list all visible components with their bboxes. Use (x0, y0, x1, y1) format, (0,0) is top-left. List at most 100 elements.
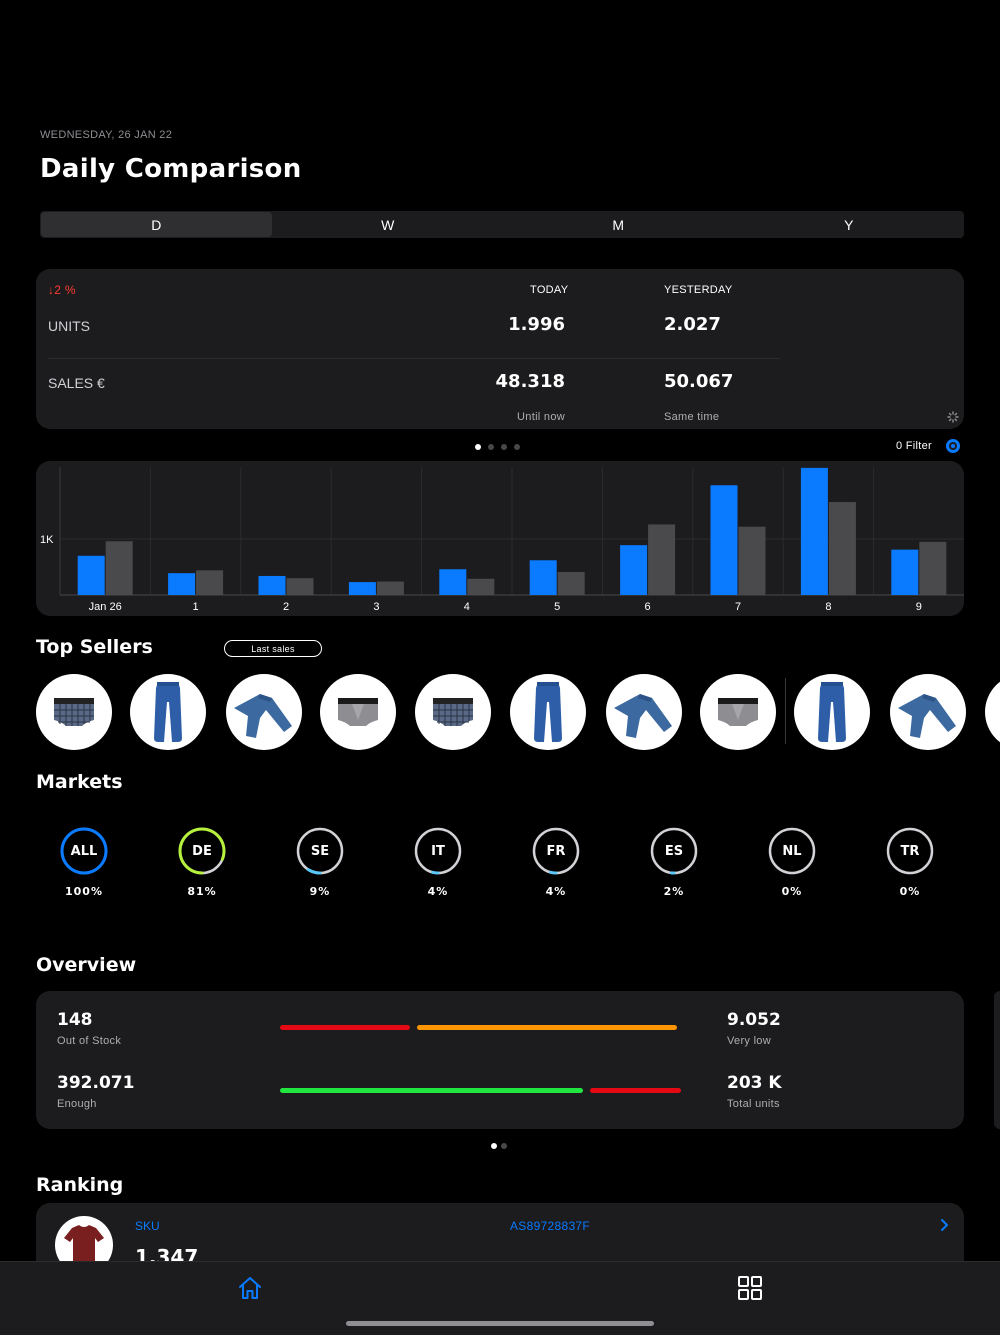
bar-today[interactable] (258, 575, 286, 595)
x-tick-label: 6 (645, 601, 651, 613)
jeans-product-image[interactable] (226, 674, 302, 750)
summary-card[interactable]: ↓2 % TODAY YESTERDAY UNITS 1.996 2.027 S… (36, 269, 964, 429)
market-se[interactable]: SE 9% (270, 827, 370, 898)
period-segmented-control: D W M Y (40, 211, 964, 238)
page-title: Daily Comparison (40, 154, 302, 184)
market-ring: FR (532, 827, 580, 875)
jeans-product-image[interactable] (890, 674, 966, 750)
jeans-product-image[interactable] (606, 674, 682, 750)
jogger-product-image[interactable] (510, 674, 586, 750)
date-label: WEDNESDAY, 26 JAN 22 (40, 129, 173, 141)
x-tick-label: 8 (825, 601, 831, 613)
grid-icon[interactable] (737, 1275, 763, 1301)
sales-yesterday: 50.067 (664, 371, 734, 392)
page-dot (475, 444, 481, 450)
summary-divider (48, 358, 780, 359)
bar-today[interactable] (891, 549, 919, 595)
bar-today[interactable] (529, 560, 557, 595)
tab-year[interactable]: Y (844, 216, 854, 233)
bar-yesterday[interactable] (467, 578, 495, 595)
bar-yesterday[interactable] (105, 541, 133, 595)
total-units-value: 203 K (727, 1073, 782, 1093)
sales-today: 48.318 (495, 371, 565, 392)
home-icon[interactable] (237, 1275, 263, 1301)
market-fr[interactable]: FR 4% (506, 827, 606, 898)
markets-list: ALL 100% DE 81% SE 9% IT 4% FR 4% ES 2% NL 0% TR 0% (0, 827, 1000, 907)
yesterday-header: YESTERDAY (664, 284, 733, 296)
market-share: 2% (663, 885, 685, 898)
market-ring: DE (178, 827, 226, 875)
x-tick-label: 5 (554, 601, 560, 613)
market-code: ALL (70, 843, 98, 859)
market-code: DE (192, 843, 212, 859)
jogger-product-image[interactable] (794, 674, 870, 750)
boxer-grey-product-image[interactable] (320, 674, 396, 750)
filter-label[interactable]: 0 Filter (896, 440, 933, 452)
boxer-grey-product-image[interactable] (985, 674, 1000, 750)
bar-yesterday[interactable] (557, 572, 585, 595)
market-all[interactable]: ALL 100% (34, 827, 134, 898)
market-es[interactable]: ES 2% (624, 827, 724, 898)
page-dot (514, 444, 520, 450)
bar-today[interactable] (348, 582, 376, 595)
market-code: FR (546, 843, 566, 859)
bar-today[interactable] (620, 545, 648, 595)
units-today: 1.996 (508, 314, 565, 335)
overview-page-indicator[interactable] (491, 1143, 507, 1149)
market-share: 81% (187, 885, 217, 898)
x-tick-label: Jan 26 (89, 601, 122, 613)
bar-yesterday[interactable] (738, 526, 766, 595)
bar-today[interactable] (439, 569, 467, 595)
boxer-grey-product-image[interactable] (700, 674, 776, 750)
page-dot (488, 444, 494, 450)
bar-today[interactable] (77, 555, 105, 595)
tab-week[interactable]: W (381, 216, 395, 233)
summary-page-indicator[interactable] (475, 444, 520, 450)
market-it[interactable]: IT 4% (388, 827, 488, 898)
next-overview-card-peek (994, 991, 1000, 1129)
filter-toggle-icon[interactable] (946, 439, 960, 453)
sku-value: AS89728837F (510, 1219, 591, 1233)
top-sellers-carousel[interactable] (0, 674, 1000, 752)
boxer-product-image[interactable] (415, 674, 491, 750)
overview-card[interactable]: 148 Out of Stock 9.052 Very low 392.071 … (36, 991, 964, 1129)
very-low-bar (417, 1025, 677, 1030)
last-sales-filter-button[interactable]: Last sales (224, 640, 322, 657)
market-ring: NL (768, 827, 816, 875)
total-units-label: Total units (727, 1098, 780, 1110)
bar-yesterday[interactable] (828, 502, 856, 595)
enough-value: 392.071 (57, 1073, 135, 1093)
bar-today[interactable] (710, 485, 738, 595)
bar-yesterday[interactable] (286, 578, 314, 595)
bar-yesterday[interactable] (376, 581, 404, 595)
enough-label: Enough (57, 1098, 97, 1110)
boxer-product-image[interactable] (36, 674, 112, 750)
market-share: 100% (65, 885, 103, 898)
market-code: IT (431, 843, 445, 859)
market-tr[interactable]: TR 0% (860, 827, 960, 898)
market-nl[interactable]: NL 0% (742, 827, 842, 898)
home-indicator (346, 1321, 654, 1326)
market-code: SE (310, 843, 330, 859)
today-note: Until now (517, 411, 565, 423)
market-share: 0% (899, 885, 921, 898)
x-tick-label: 2 (283, 601, 289, 613)
units-label: UNITS (48, 318, 90, 334)
market-de[interactable]: DE 81% (152, 827, 252, 898)
very-low-value: 9.052 (727, 1010, 781, 1030)
bar-yesterday[interactable] (919, 541, 947, 595)
x-tick-label: 3 (373, 601, 379, 613)
bar-yesterday[interactable] (196, 570, 224, 595)
jogger-product-image[interactable] (130, 674, 206, 750)
tab-day[interactable]: D (41, 212, 272, 237)
bar-today[interactable] (800, 467, 828, 595)
bar-yesterday[interactable] (648, 524, 676, 595)
chevron-right-icon[interactable] (940, 1218, 950, 1232)
page-dot (501, 444, 507, 450)
tab-month[interactable]: M (612, 216, 625, 233)
x-tick-label: 9 (916, 601, 922, 613)
bar-today[interactable] (168, 573, 196, 595)
change-indicator: ↓2 % (48, 283, 76, 297)
